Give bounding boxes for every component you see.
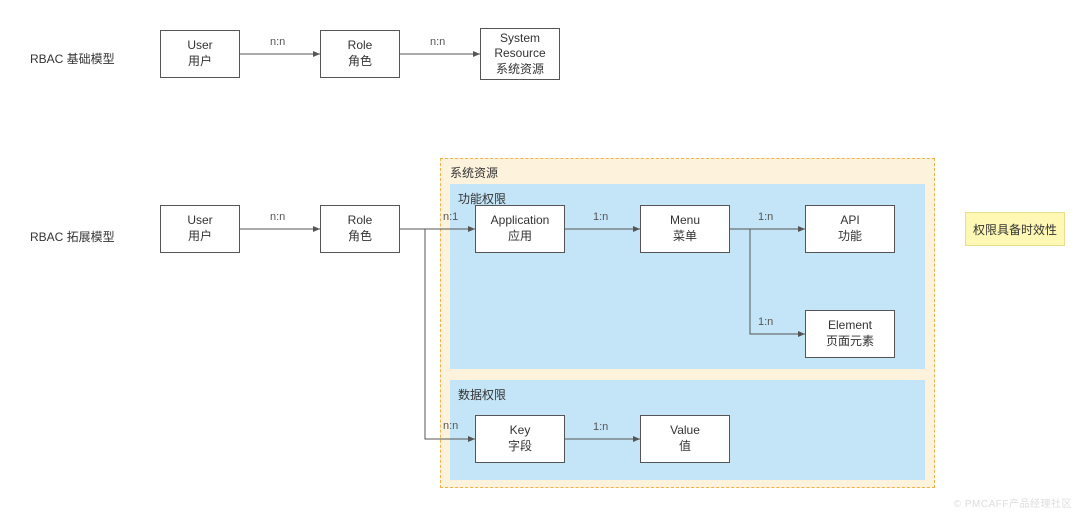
edge-label-s2-role-app: n:1	[443, 211, 458, 223]
node-s2-api-en: API	[840, 213, 859, 229]
node-s1-user-en: User	[187, 38, 212, 54]
node-s2-api: API 功能	[805, 205, 895, 253]
node-s2-key: Key 字段	[475, 415, 565, 463]
node-s2-role-zh: 角色	[348, 229, 372, 245]
inner-panel-data-label: 数据权限	[458, 386, 506, 403]
node-s2-role: Role 角色	[320, 205, 400, 253]
edge-label-s1-role-sysres: n:n	[430, 36, 445, 48]
node-s2-app: Application 应用	[475, 205, 565, 253]
outer-panel-label: 系统资源	[450, 164, 498, 181]
edge-label-s2-key-value: 1:n	[593, 421, 608, 433]
node-s2-app-en: Application	[491, 213, 550, 229]
sticky-note-text: 权限具备时效性	[973, 221, 1057, 238]
node-s2-value: Value 值	[640, 415, 730, 463]
section1-label: RBAC 基础模型	[30, 50, 115, 67]
node-s2-key-en: Key	[510, 423, 531, 439]
edge-label-s2-user-role: n:n	[270, 211, 285, 223]
node-s2-user-zh: 用户	[188, 229, 212, 245]
node-s2-element-en: Element	[828, 318, 872, 334]
node-s1-role: Role 角色	[320, 30, 400, 78]
edge-label-s1-user-role: n:n	[270, 36, 285, 48]
edge-label-s2-role-key: n:n	[443, 420, 458, 432]
node-s1-user-zh: 用户	[188, 54, 212, 70]
node-s2-role-en: Role	[348, 213, 373, 229]
node-s2-user-en: User	[187, 213, 212, 229]
node-s2-menu: Menu 菜单	[640, 205, 730, 253]
node-s2-value-zh: 值	[679, 439, 691, 455]
node-s2-menu-zh: 菜单	[673, 229, 697, 245]
section2-label: RBAC 拓展模型	[30, 228, 115, 245]
watermark: © PMCAFF产品经理社区	[954, 495, 1072, 510]
node-s2-value-en: Value	[670, 423, 700, 439]
edge-label-s2-menu-element: 1:n	[758, 316, 773, 328]
node-s2-app-zh: 应用	[508, 229, 532, 245]
node-s2-key-zh: 字段	[508, 439, 532, 455]
node-s2-menu-en: Menu	[670, 213, 700, 229]
node-s2-element: Element 页面元素	[805, 310, 895, 358]
node-s1-user: User 用户	[160, 30, 240, 78]
edge-label-s2-menu-api: 1:n	[758, 211, 773, 223]
node-s1-sysres: System Resource 系统资源	[480, 28, 560, 80]
node-s1-role-en: Role	[348, 38, 373, 54]
node-s1-sysres-zh: 系统资源	[496, 62, 544, 78]
sticky-note: 权限具备时效性	[965, 212, 1065, 246]
node-s2-api-zh: 功能	[838, 229, 862, 245]
node-s2-user: User 用户	[160, 205, 240, 253]
edge-label-s2-app-menu: 1:n	[593, 211, 608, 223]
node-s1-role-zh: 角色	[348, 54, 372, 70]
node-s1-sysres-en: System Resource	[494, 31, 545, 62]
node-s2-element-zh: 页面元素	[826, 334, 874, 350]
